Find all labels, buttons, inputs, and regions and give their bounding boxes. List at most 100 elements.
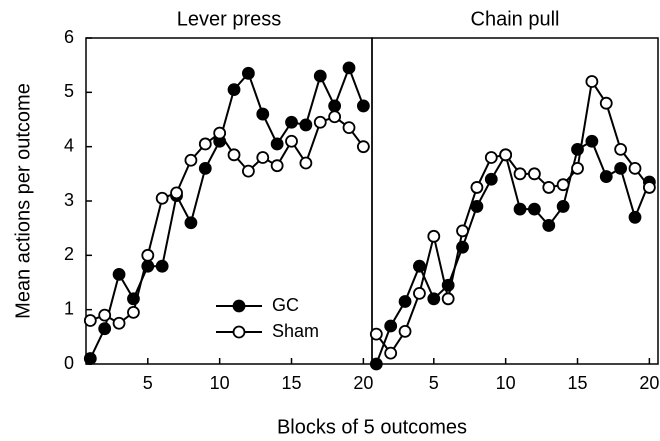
x-tick-label: 15: [282, 373, 302, 393]
data-point: [285, 134, 298, 148]
data-point: [242, 66, 255, 80]
data-point: [127, 292, 140, 306]
data-point: [585, 134, 599, 148]
data-point: [98, 322, 112, 336]
x-tick-label: 5: [143, 373, 153, 393]
data-point: [313, 69, 327, 83]
data-point: [313, 115, 327, 129]
data-point: [628, 161, 642, 175]
data-point: [299, 118, 313, 132]
data-point: [614, 142, 628, 156]
data-point: [427, 292, 441, 306]
data-point: [441, 278, 455, 292]
data-point: [628, 210, 642, 224]
data-point: [556, 178, 570, 192]
data-point: [484, 172, 498, 186]
data-point: [513, 202, 527, 216]
data-point: [155, 259, 169, 273]
y-tick-label: 1: [64, 298, 74, 318]
series-line: [89, 115, 365, 325]
data-point: [528, 167, 541, 181]
data-point: [599, 170, 613, 183]
data-point: [413, 259, 426, 273]
data-point: [513, 167, 527, 181]
x-tick-label: 20: [353, 373, 373, 393]
data-point: [227, 83, 241, 97]
legend-marker: [232, 325, 246, 339]
data-point: [427, 229, 441, 243]
data-point: [155, 191, 169, 205]
data-point: [470, 181, 484, 194]
x-tick-label: 10: [496, 373, 516, 393]
data-point: [614, 161, 628, 175]
legend-label: GC: [272, 295, 299, 315]
data-point: [542, 219, 556, 232]
data-point: [184, 216, 198, 230]
data-point: [198, 161, 212, 175]
x-tick-label: 15: [568, 373, 588, 393]
data-point: [112, 316, 126, 330]
y-tick-label: 6: [64, 27, 74, 47]
data-point: [384, 319, 398, 333]
data-point: [98, 308, 112, 322]
data-point: [599, 96, 613, 110]
x-tick-label: 5: [429, 373, 439, 393]
data-point: [170, 186, 183, 200]
panel-title: Lever press: [177, 8, 282, 30]
data-point: [369, 327, 383, 341]
series-line: [375, 78, 651, 355]
data-point: [83, 314, 97, 327]
data-point: [285, 115, 298, 129]
data-point: [256, 151, 270, 164]
y-tick-label: 2: [64, 244, 74, 264]
y-tick-label: 0: [64, 353, 74, 373]
data-point: [256, 107, 270, 121]
data-point: [83, 352, 97, 365]
data-point: [398, 324, 412, 338]
data-point: [299, 156, 313, 170]
x-tick-label: 10: [210, 373, 230, 393]
data-point: [456, 240, 469, 254]
data-point: [270, 137, 284, 151]
data-point: [342, 61, 356, 75]
data-point: [484, 151, 498, 164]
data-point: [585, 75, 599, 88]
data-point: [112, 267, 126, 281]
data-point: [141, 248, 155, 262]
data-point: [242, 164, 255, 178]
x-tick-label: 20: [639, 373, 659, 393]
data-point: [499, 148, 513, 162]
y-tick-label: 3: [64, 190, 74, 210]
data-point: [141, 259, 155, 273]
data-point: [213, 126, 227, 140]
data-point: [227, 148, 241, 162]
data-point: [127, 305, 140, 319]
data-point: [342, 121, 356, 135]
data-point: [198, 137, 212, 151]
data-point: [270, 159, 284, 173]
x-axis-label: Blocks of 5 outcomes: [277, 416, 467, 438]
data-point: [384, 346, 398, 360]
legend-marker: [232, 299, 246, 313]
data-point: [184, 153, 198, 167]
data-point: [542, 181, 556, 194]
data-point: [356, 140, 370, 154]
data-point: [642, 181, 656, 194]
data-point: [369, 357, 383, 371]
y-tick-label: 4: [64, 135, 74, 155]
legend-label: Sham: [272, 321, 319, 341]
data-point: [328, 99, 342, 113]
data-point: [356, 99, 370, 113]
panel-title: Chain pull: [471, 8, 560, 30]
data-point: [413, 286, 426, 300]
y-axis-label: Mean actions per outcome: [12, 83, 34, 319]
y-tick-label: 5: [64, 81, 74, 101]
data-point: [441, 292, 455, 306]
data-point: [456, 224, 469, 238]
data-point: [470, 200, 484, 213]
data-point: [571, 161, 584, 175]
data-point: [398, 295, 412, 308]
data-point: [528, 202, 541, 216]
data-point: [571, 142, 584, 156]
